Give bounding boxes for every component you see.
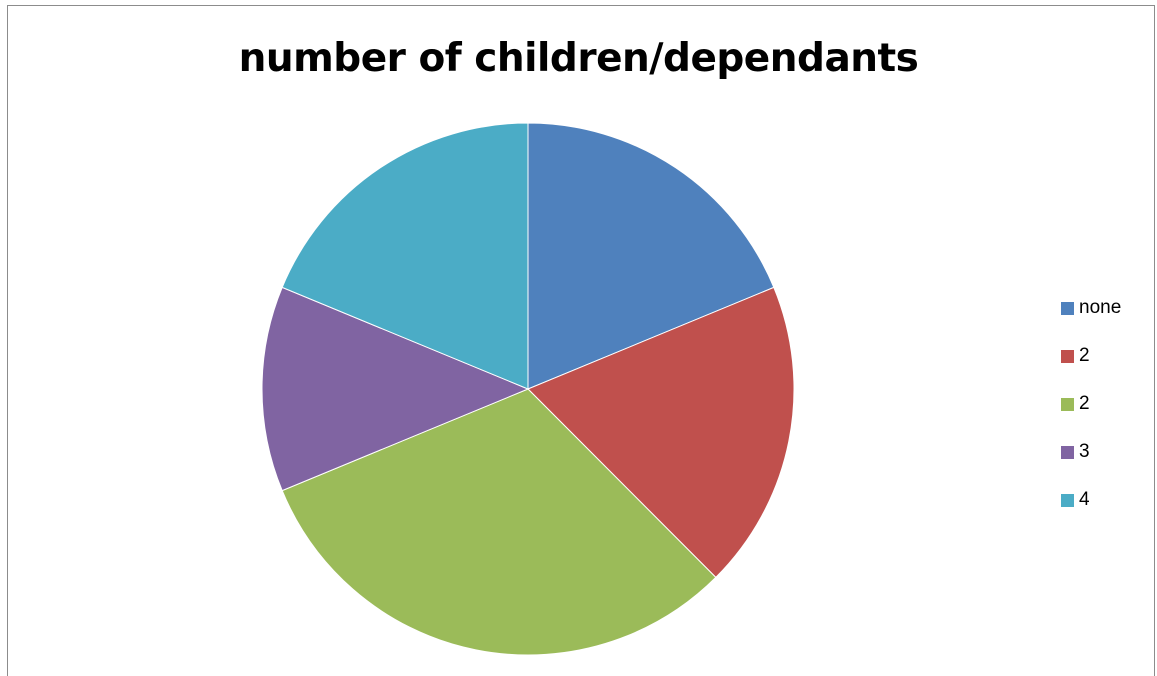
legend-item-0: none: [1061, 284, 1151, 332]
legend-swatch: [1061, 493, 1074, 507]
legend-item-4: 4: [1061, 476, 1151, 524]
legend-label: 4: [1079, 489, 1090, 510]
chart-legend: none 2 2 3 4: [1061, 284, 1151, 524]
legend-swatch: [1061, 397, 1074, 411]
pie-slice-4: [281, 122, 529, 390]
pie-slice-2: [281, 388, 717, 656]
legend-label: 2: [1079, 393, 1090, 414]
legend-item-3: 3: [1061, 428, 1151, 476]
legend-label: 2: [1079, 345, 1090, 366]
chart-title: number of children/dependants: [238, 36, 919, 81]
legend-label: none: [1079, 297, 1122, 318]
legend-label: 3: [1079, 441, 1090, 462]
legend-swatch: [1061, 445, 1074, 459]
pie-slice-1: [527, 286, 795, 579]
pie-slice-0: [527, 122, 775, 390]
legend-item-1: 2: [1061, 332, 1151, 380]
legend-item-2: 2: [1061, 380, 1151, 428]
legend-swatch: [1061, 349, 1074, 363]
legend-swatch: [1061, 301, 1074, 315]
pie-slice-3: [261, 286, 530, 492]
